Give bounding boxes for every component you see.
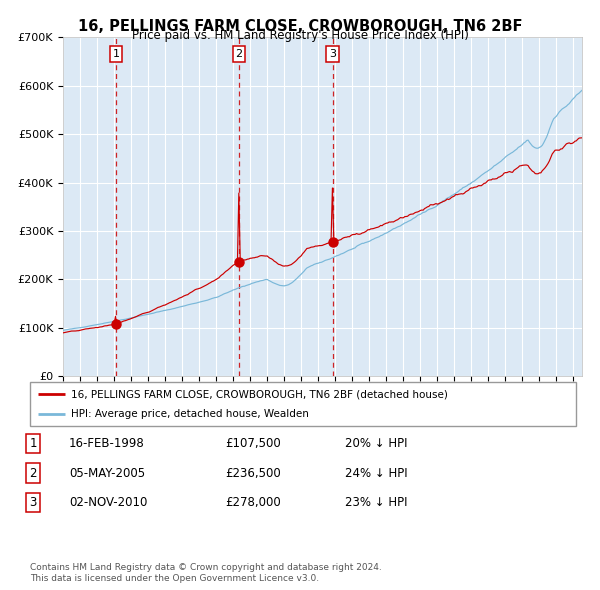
Text: 16, PELLINGS FARM CLOSE, CROWBOROUGH, TN6 2BF (detached house): 16, PELLINGS FARM CLOSE, CROWBOROUGH, TN… <box>71 389 448 399</box>
FancyBboxPatch shape <box>30 382 576 426</box>
Text: 23% ↓ HPI: 23% ↓ HPI <box>345 496 407 509</box>
Text: This data is licensed under the Open Government Licence v3.0.: This data is licensed under the Open Gov… <box>30 574 319 583</box>
Text: HPI: Average price, detached house, Wealden: HPI: Average price, detached house, Weal… <box>71 409 309 419</box>
Text: £278,000: £278,000 <box>225 496 281 509</box>
Text: Price paid vs. HM Land Registry's House Price Index (HPI): Price paid vs. HM Land Registry's House … <box>131 30 469 42</box>
Text: £107,500: £107,500 <box>225 437 281 450</box>
Text: 16, PELLINGS FARM CLOSE, CROWBOROUGH, TN6 2BF: 16, PELLINGS FARM CLOSE, CROWBOROUGH, TN… <box>78 19 522 34</box>
Text: 2: 2 <box>235 49 242 59</box>
Text: £236,500: £236,500 <box>225 467 281 480</box>
Text: 2: 2 <box>29 467 37 480</box>
Text: 16-FEB-1998: 16-FEB-1998 <box>69 437 145 450</box>
Text: 1: 1 <box>29 437 37 450</box>
Text: 24% ↓ HPI: 24% ↓ HPI <box>345 467 407 480</box>
Text: 1: 1 <box>113 49 119 59</box>
Text: 20% ↓ HPI: 20% ↓ HPI <box>345 437 407 450</box>
Text: 3: 3 <box>29 496 37 509</box>
Text: 05-MAY-2005: 05-MAY-2005 <box>69 467 145 480</box>
Text: 3: 3 <box>329 49 336 59</box>
Text: Contains HM Land Registry data © Crown copyright and database right 2024.: Contains HM Land Registry data © Crown c… <box>30 563 382 572</box>
Text: 02-NOV-2010: 02-NOV-2010 <box>69 496 148 509</box>
